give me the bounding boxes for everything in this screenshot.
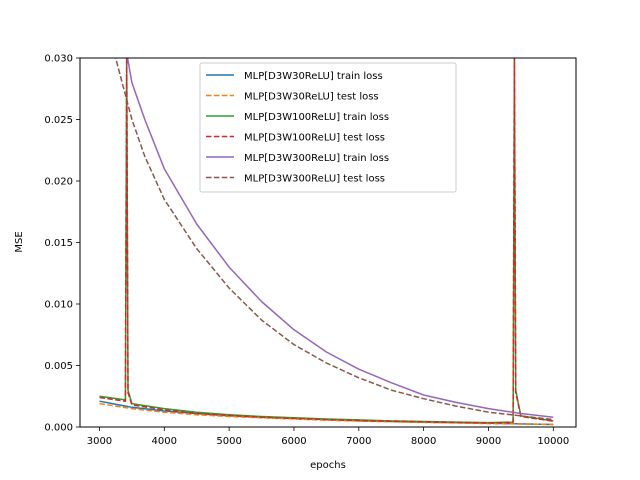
legend-label-1: MLP[D3W30ReLU] test loss <box>244 92 379 103</box>
y-tick-label: 0.030 <box>44 54 73 65</box>
y-tick-label: 0.015 <box>44 238 73 249</box>
legend-label-2: MLP[D3W100ReLU] train loss <box>244 112 389 123</box>
legend-box <box>199 62 457 193</box>
series-line-5 <box>114 58 554 421</box>
y-axis-label: MSE <box>14 231 25 252</box>
y-tick-label: 0.020 <box>44 177 73 188</box>
x-tick-label: 8000 <box>411 436 436 447</box>
x-tick-label: 7000 <box>346 436 371 447</box>
y-tick-label: 0.010 <box>44 300 73 311</box>
x-tick-label: 9000 <box>476 436 501 447</box>
x-tick-label: 5000 <box>216 436 241 447</box>
series-layer <box>99 58 554 426</box>
legend-label-3: MLP[D3W100ReLU] test loss <box>244 133 385 144</box>
y-tick-label: 0.000 <box>44 423 73 434</box>
legend-label-5: MLP[D3W300ReLU] test loss <box>244 174 385 185</box>
y-tick-label: 0.025 <box>44 115 73 126</box>
legend: MLP[D3W30ReLU] train loss MLP[D3W30ReLU] … <box>199 62 457 193</box>
legend-label-0: MLP[D3W30ReLU] train loss <box>244 71 383 82</box>
series-line-4 <box>126 58 554 418</box>
y-tick-label: 0.005 <box>44 361 73 372</box>
x-axis-label: epochs <box>310 460 346 471</box>
x-tick-label: 3000 <box>87 436 112 447</box>
x-tick-label: 6000 <box>281 436 306 447</box>
x-tick-label: 10000 <box>537 436 569 447</box>
series-line-3 <box>99 58 554 424</box>
y-axis: 0.000 0.005 0.010 0.015 0.020 0.025 0.030 <box>44 54 80 434</box>
x-tick-label: 4000 <box>152 436 177 447</box>
series-line-1 <box>99 402 554 426</box>
x-axis: 3000 4000 5000 6000 7000 8000 9000 10000 <box>87 427 569 447</box>
legend-label-4: MLP[D3W300ReLU] train loss <box>244 153 389 164</box>
